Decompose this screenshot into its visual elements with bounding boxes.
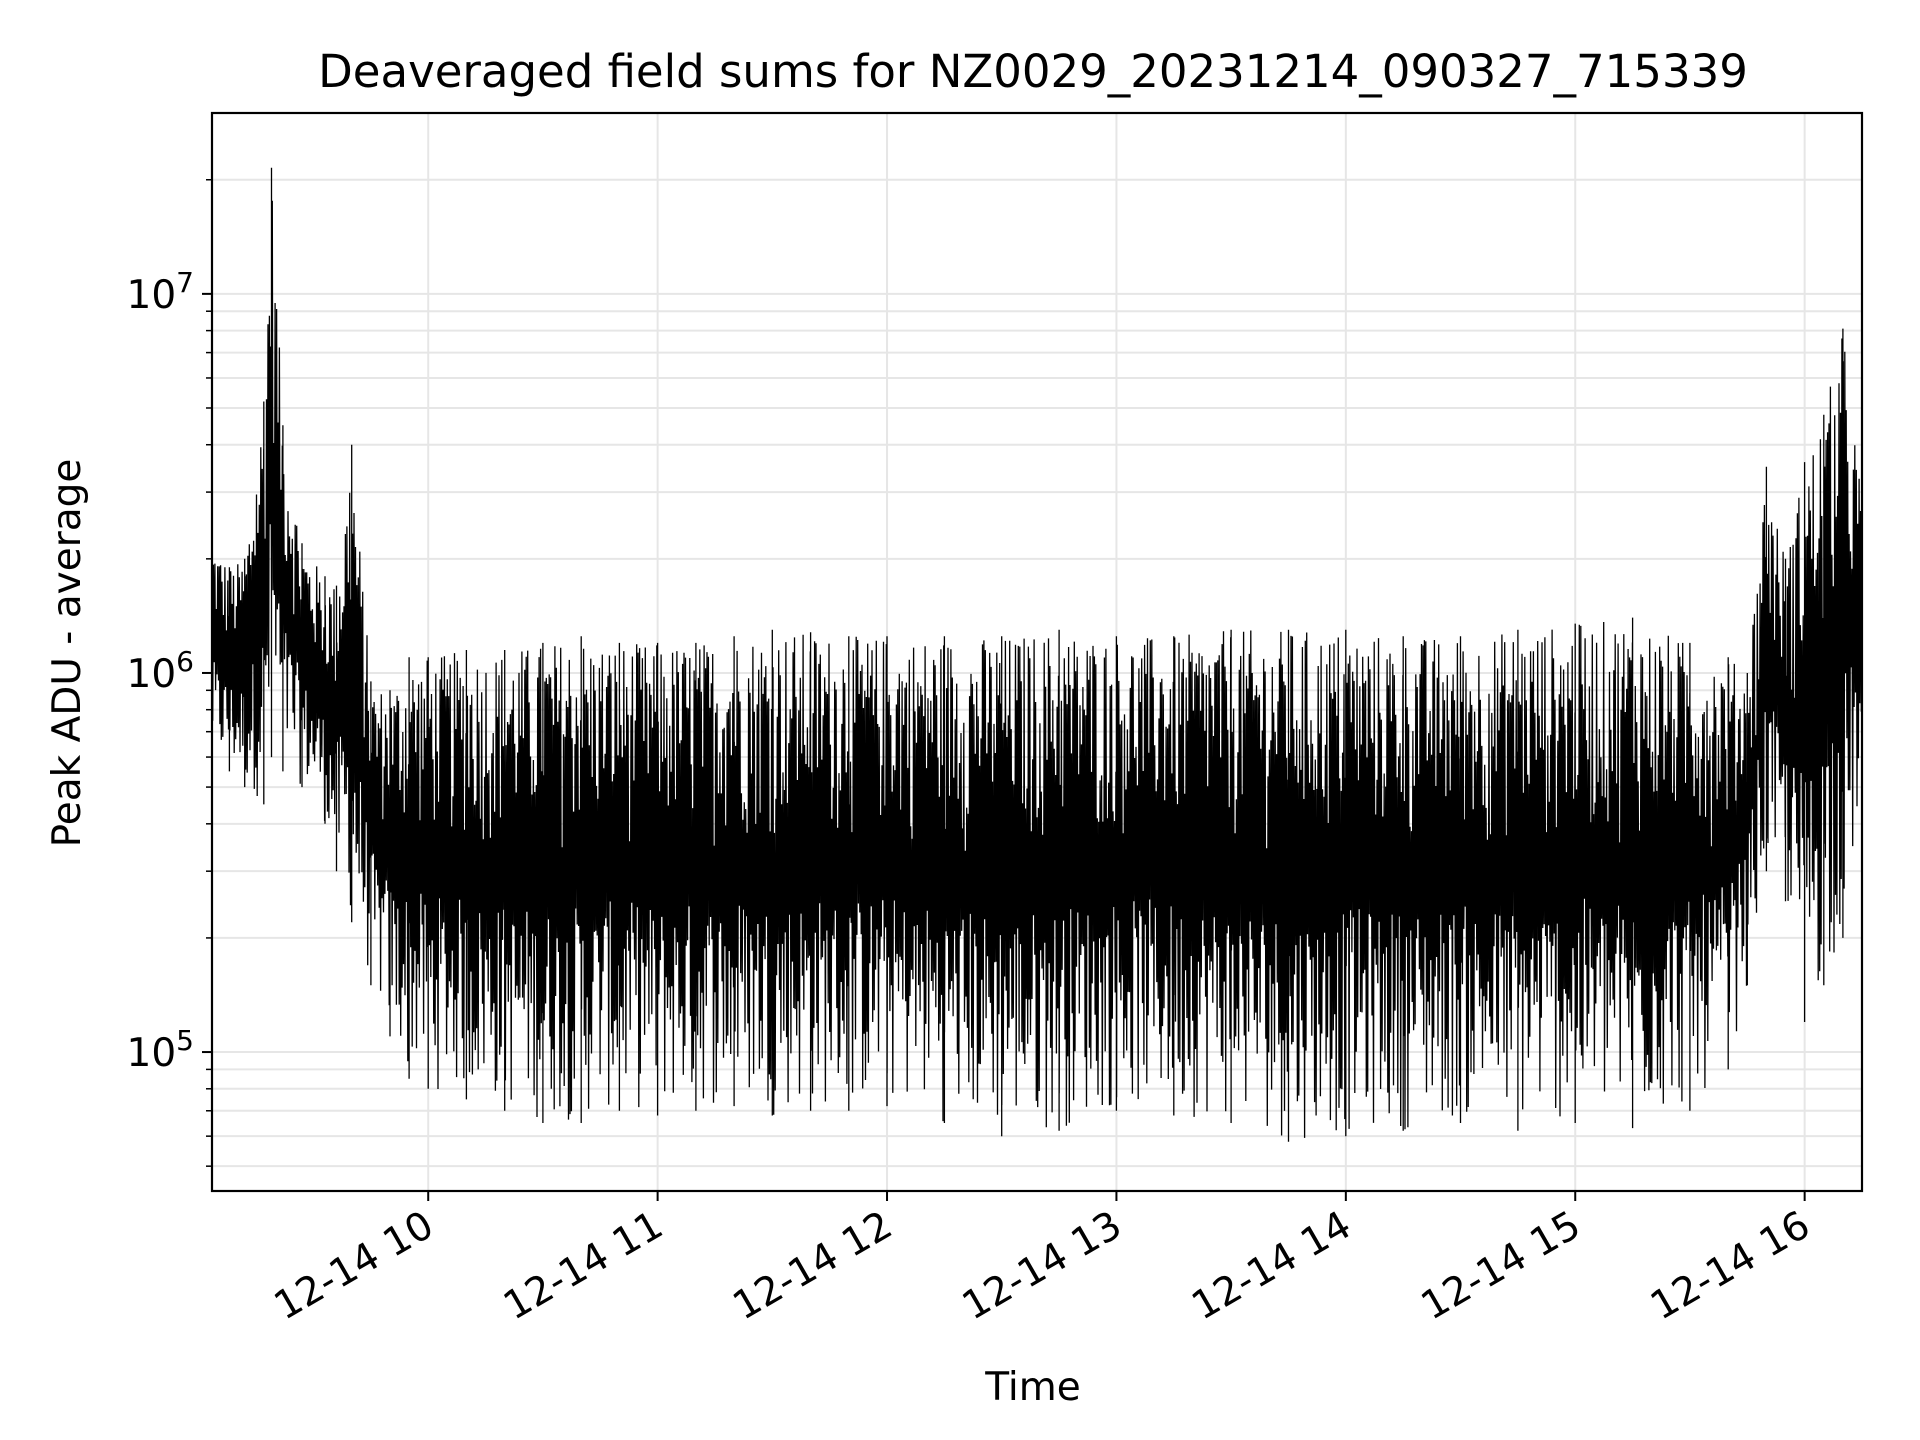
axes-frame <box>210 111 1864 1193</box>
chart-title: Deaveraged field sums for NZ0029_2023121… <box>318 45 1748 98</box>
x-axis-label: Time <box>984 1365 1080 1410</box>
series-line <box>212 167 1862 1142</box>
y-axis-label: Peak ADU - average <box>45 459 90 848</box>
y-tick-label: 106 <box>127 645 194 697</box>
y-tick-label: 107 <box>127 266 194 318</box>
y-tick-label: 105 <box>127 1024 194 1076</box>
